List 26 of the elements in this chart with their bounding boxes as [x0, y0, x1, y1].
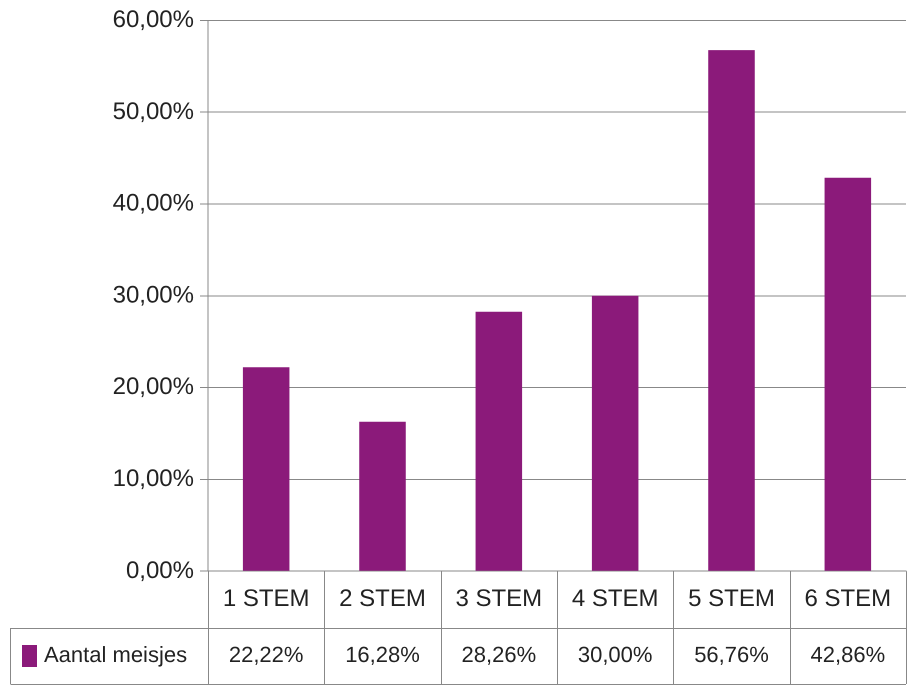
- x-tick-label: 1 STEM: [222, 585, 310, 612]
- bar: [592, 296, 638, 571]
- bar: [708, 50, 755, 571]
- x-tick-label: 6 STEM: [804, 585, 892, 612]
- legend-label: Aantal meisjes: [44, 642, 188, 668]
- y-tick-label: 30,00%: [112, 281, 194, 308]
- text: 56,76%: [694, 642, 769, 668]
- text: 28,26%: [462, 642, 536, 668]
- text: 30,00%: [578, 642, 652, 668]
- bar: [824, 178, 872, 571]
- y-tick-label: 60,00%: [112, 6, 194, 34]
- bar: [476, 312, 522, 571]
- x-tick-label: 4 STEM: [572, 585, 659, 612]
- text: 22,22%: [228, 642, 304, 668]
- y-tick-label: 40,00%: [112, 190, 194, 217]
- x-tick-label: 3 STEM: [455, 585, 542, 612]
- bar: [242, 367, 290, 571]
- text: 16,28%: [345, 642, 420, 668]
- y-tick-label: 10,00%: [112, 465, 194, 492]
- y-tick-label: 0,00%: [126, 556, 194, 584]
- y-tick-label: 50,00%: [112, 98, 194, 125]
- y-tick-label: 20,00%: [112, 373, 194, 400]
- text: 42,86%: [810, 642, 886, 668]
- x-tick-label: 2 STEM: [339, 585, 426, 612]
- x-tick-label: 5 STEM: [688, 585, 775, 612]
- bar: [359, 422, 406, 571]
